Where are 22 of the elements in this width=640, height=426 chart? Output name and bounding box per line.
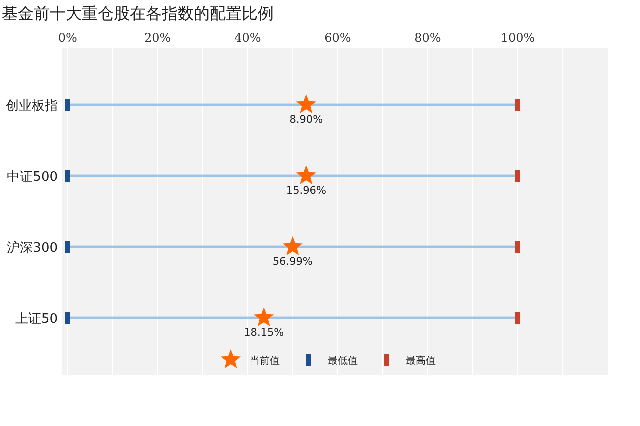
y-tick-label: 创业板指 [6, 99, 58, 114]
point [296, 166, 316, 184]
x-tick-label: 0% [58, 31, 78, 45]
annotation: 15.96% [286, 185, 326, 197]
y-tick-label: 中证500 [7, 170, 58, 185]
x-tick-label: 60% [324, 31, 352, 45]
annotation: 56.99% [272, 256, 313, 268]
x-tick-label: 80% [414, 31, 442, 45]
chart-title: 基金前十大重仓股在各指数的配置比例 [2, 4, 274, 23]
y-tick-label: 沪深300 [7, 240, 58, 256]
x-tick-label: 40% [234, 31, 262, 45]
annotation: 18.15% [244, 327, 284, 339]
point [254, 308, 274, 326]
point [296, 94, 316, 114]
legend-label: 当前值 [250, 355, 280, 367]
annotation: 8.90% [290, 114, 324, 126]
legend-label: 最高值 [406, 355, 436, 367]
point [282, 236, 303, 256]
x-tick-label: 20% [144, 31, 172, 45]
x-tick-label: 100% [500, 31, 536, 45]
y-tick-label: 上证50 [15, 312, 58, 327]
legend-label: 最低值 [328, 356, 358, 367]
